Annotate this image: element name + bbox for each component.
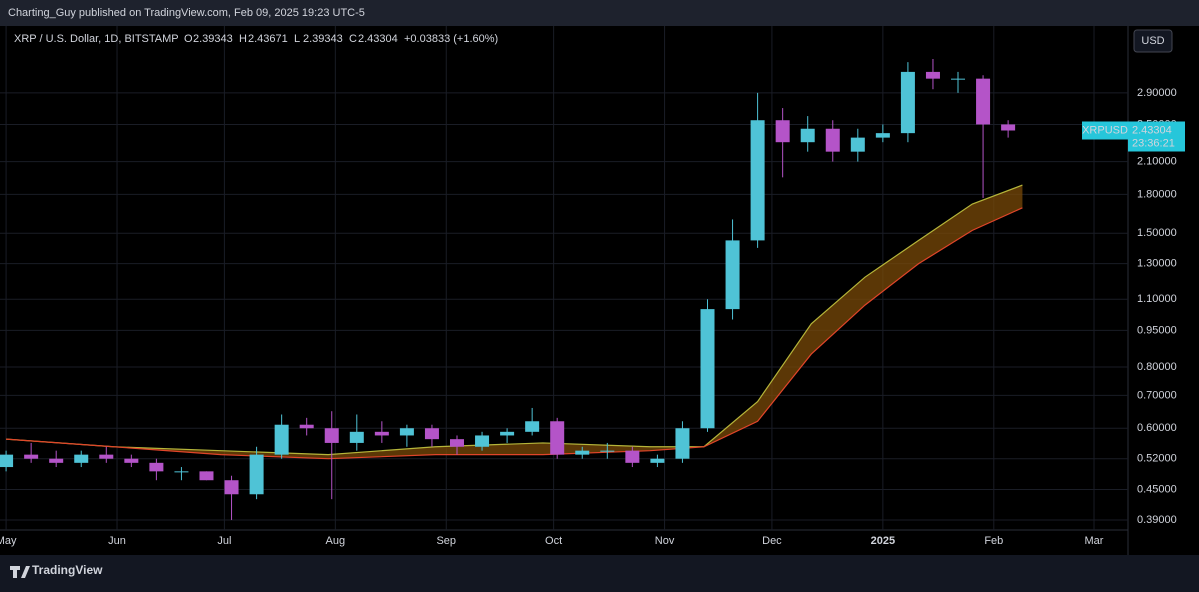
y-tick-label: 0.52000 (1137, 453, 1177, 465)
x-tick-label: Jun (108, 535, 126, 547)
change-value: +0.03833 (+1.60%) (404, 33, 498, 45)
candle-body (149, 462, 164, 472)
y-tick-label: 1.30000 (1137, 258, 1177, 270)
price-tag (1128, 121, 1185, 152)
candle-body (274, 424, 289, 455)
footer-bar (0, 555, 1199, 587)
candle-body (650, 458, 665, 463)
y-tick-label: 2.10000 (1137, 155, 1177, 167)
candle-body (976, 78, 991, 125)
candle-body (625, 450, 640, 463)
y-tick-label: 0.80000 (1137, 361, 1177, 373)
candle-body (49, 458, 64, 463)
candle-body (0, 454, 14, 468)
candle-body (74, 454, 89, 463)
candle-body (299, 424, 314, 429)
candle-body (124, 458, 139, 463)
logo (10, 566, 30, 578)
candle-body (199, 471, 214, 481)
candle-body (825, 128, 840, 152)
ohlc-value: 2.39343 (193, 33, 233, 45)
y-tick-label: 0.70000 (1137, 389, 1177, 401)
plot-background (0, 26, 1199, 555)
y-tick-label: 1.10000 (1137, 293, 1177, 305)
candle-body (475, 435, 490, 447)
x-tick-label: Oct (545, 535, 562, 547)
y-tick-label: 0.39000 (1137, 514, 1177, 526)
candle-body (925, 71, 940, 79)
candle-body (750, 120, 765, 241)
y-tick-label: 1.50000 (1137, 227, 1177, 239)
candle-body (675, 428, 690, 459)
band-fill (6, 185, 1023, 459)
ohlc-key: L (294, 33, 300, 45)
x-tick-label: Mar (1085, 535, 1104, 547)
x-tick-label: Aug (326, 535, 346, 547)
candle-body (399, 428, 414, 436)
currency-button[interactable] (1133, 29, 1173, 53)
candle-body (575, 450, 590, 455)
y-tick-label: 1.80000 (1137, 188, 1177, 200)
candle-body (174, 471, 189, 473)
candle-body (900, 71, 915, 134)
candle-body (550, 421, 565, 455)
x-tick-label: Nov (655, 535, 675, 547)
y-tick-label: 0.60000 (1137, 422, 1177, 434)
x-tick-label: Jul (217, 535, 231, 547)
candle-body (525, 421, 540, 432)
published-line: Charting_Guy published on TradingView.co… (8, 7, 365, 19)
ohlc-value: 2.43304 (358, 33, 398, 45)
x-tick-label: Sep (436, 535, 456, 547)
candle-body (24, 454, 39, 459)
y-tick-label: 2.90000 (1137, 87, 1177, 99)
candle-body (500, 431, 515, 436)
top-bar (0, 0, 1199, 26)
price-label: 2.43304 (1132, 124, 1172, 136)
candle-body (249, 454, 264, 495)
ticker-label: XRPUSD (1082, 124, 1128, 136)
candle-body (449, 439, 464, 447)
candle-body (775, 120, 790, 143)
countdown-label: 23:36:21 (1132, 137, 1175, 149)
candle-body (600, 450, 615, 452)
y-tick-label: 0.45000 (1137, 483, 1177, 495)
ohlc-key: C (349, 33, 357, 45)
candle-body (224, 480, 239, 495)
candle-body (324, 428, 339, 443)
candle-body (875, 133, 890, 138)
candle-body (800, 128, 815, 143)
x-tick-label: May (0, 535, 17, 547)
x-tick-label: Feb (984, 535, 1003, 547)
x-tick-label: 2025 (871, 535, 895, 547)
candle-body (349, 431, 364, 443)
symbol-label: XRP / U.S. Dollar, 1D, BITSTAMP (14, 33, 179, 45)
currency-label: USD (1141, 35, 1164, 47)
candle-body (1001, 124, 1016, 131)
candle-body (725, 240, 740, 310)
ohlc-value: 2.39343 (303, 33, 343, 45)
ohlc-key: O (184, 33, 193, 45)
y-tick-label: 0.95000 (1137, 324, 1177, 336)
footer-brand: TradingView (32, 563, 103, 577)
candle-body (951, 78, 966, 80)
candle-body (700, 309, 715, 429)
ticker-tag (1082, 121, 1128, 140)
ohlc-key: H (239, 33, 247, 45)
ohlc-value: 2.43671 (248, 33, 288, 45)
candle-body (99, 454, 114, 459)
candle-body (850, 137, 865, 152)
candle-body (424, 428, 439, 440)
candle-body (374, 431, 389, 436)
x-tick-label: Dec (762, 535, 782, 547)
